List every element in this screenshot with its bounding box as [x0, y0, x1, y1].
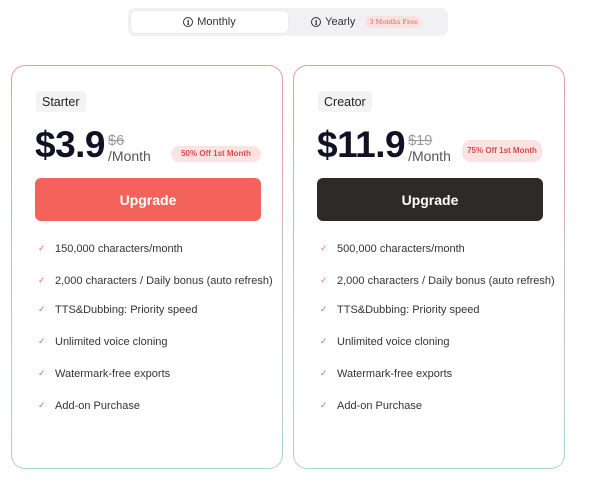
check-icon: ✓ — [38, 336, 46, 346]
yearly-option[interactable]: i Yearly 3 Months Free — [288, 11, 445, 33]
feature-item: ✓ Unlimited voice cloning — [38, 334, 274, 350]
plan-card-creator: Creator $11.9 $19 /Month 75% Off 1st Mon… — [293, 65, 565, 469]
yearly-promo-badge: 3 Months Free — [365, 16, 422, 28]
feature-item: ✓ Watermark-free exports — [320, 366, 556, 382]
check-icon: ✓ — [320, 275, 328, 285]
yearly-label: Yearly — [325, 16, 356, 28]
feature-text: Add-on Purchase — [55, 400, 140, 412]
price-row: $3.9 $6 /Month — [35, 126, 151, 163]
feature-text: Unlimited voice cloning — [55, 336, 168, 348]
feature-item: ✓ TTS&Dubbing: Priority speed — [320, 302, 556, 318]
price-row: $11.9 $19 /Month — [317, 126, 451, 163]
feature-text: TTS&Dubbing: Priority speed — [55, 304, 198, 316]
discount-badge: 50% Off 1st Month — [171, 146, 261, 162]
original-price: $6 — [108, 132, 125, 149]
feature-list: ✓ 150,000 characters/month ✓ 2,000 charact… — [38, 241, 274, 430]
plan-price: $11.9 — [317, 124, 406, 165]
check-icon: ✓ — [320, 368, 328, 378]
feature-text: Watermark-free exports — [337, 368, 453, 380]
plan-name: Starter — [36, 91, 86, 112]
feature-text: 2,000 characters / Daily bonus (auto ref… — [55, 275, 273, 287]
check-icon: ✓ — [38, 275, 46, 285]
plan-name: Creator — [318, 91, 372, 112]
check-icon: ✓ — [38, 400, 46, 410]
feature-item: ✓ Add-on Purchase — [320, 398, 556, 414]
info-icon: i — [183, 17, 194, 27]
check-icon: ✓ — [320, 304, 328, 314]
info-icon: i — [311, 17, 322, 27]
billing-period: /Month — [408, 148, 451, 164]
billing-period: /Month — [108, 148, 151, 164]
feature-text: 500,000 characters/month — [337, 243, 465, 255]
upgrade-button[interactable]: Upgrade — [35, 178, 261, 221]
feature-text: TTS&Dubbing: Priority speed — [337, 304, 480, 316]
upgrade-button[interactable]: Upgrade — [317, 178, 543, 221]
feature-item: ✓ 2,000 characters / Daily bonus (auto re… — [38, 273, 274, 289]
feature-text: Add-on Purchase — [337, 400, 422, 412]
plan-card-starter: Starter $3.9 $6 /Month 50% Off 1st Month… — [11, 65, 283, 469]
plan-price: $3.9 — [35, 124, 106, 165]
feature-text: 150,000 characters/month — [55, 243, 183, 255]
billing-period-toggle: i Monthly i Yearly 3 Months Free — [128, 8, 448, 36]
monthly-option[interactable]: i Monthly — [131, 11, 288, 33]
feature-list: ✓ 500,000 characters/month ✓ 2,000 charact… — [320, 241, 556, 430]
check-icon: ✓ — [320, 243, 328, 253]
feature-item: ✓ Unlimited voice cloning — [320, 334, 556, 350]
check-icon: ✓ — [320, 400, 328, 410]
feature-item: ✓ 2,000 characters / Daily bonus (auto re… — [320, 273, 556, 289]
check-icon: ✓ — [38, 243, 46, 253]
feature-item: ✓ Add-on Purchase — [38, 398, 274, 414]
feature-item: ✓ TTS&Dubbing: Priority speed — [38, 302, 274, 318]
check-icon: ✓ — [320, 336, 328, 346]
feature-item: ✓ 150,000 characters/month — [38, 241, 274, 257]
original-price: $19 — [408, 132, 433, 149]
feature-text: Watermark-free exports — [55, 368, 171, 380]
feature-item: ✓ 500,000 characters/month — [320, 241, 556, 257]
feature-text: 2,000 characters / Daily bonus (auto ref… — [337, 275, 555, 287]
discount-badge: 75% Off 1st Month — [462, 140, 542, 162]
check-icon: ✓ — [38, 368, 46, 378]
feature-item: ✓ Watermark-free exports — [38, 366, 274, 382]
monthly-label: Monthly — [197, 16, 236, 28]
feature-text: Unlimited voice cloning — [337, 336, 450, 348]
check-icon: ✓ — [38, 304, 46, 314]
